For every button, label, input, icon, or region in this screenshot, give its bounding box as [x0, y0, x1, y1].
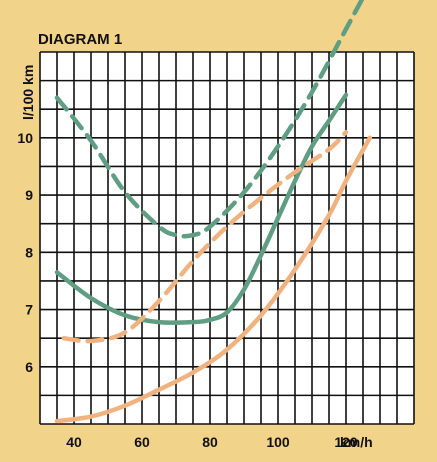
- y-tick-label: 8: [25, 244, 33, 260]
- y-tick-label: 7: [25, 302, 33, 318]
- chart-title: DIAGRAM 1: [38, 31, 122, 48]
- series-line-3: [61, 129, 349, 344]
- x-tick-label: 80: [202, 434, 218, 450]
- series-line-4: [54, 135, 373, 424]
- series-group: [54, 0, 373, 424]
- series-line-1: [54, 0, 365, 239]
- x-axis-label: km/h: [340, 434, 373, 450]
- y-tick-label: 9: [25, 187, 33, 203]
- tick-labels: 40 60 80 100 120 6 7 8 9 10: [17, 130, 357, 450]
- y-axis-label: l/100 km: [20, 65, 36, 120]
- x-tick-label: 60: [134, 434, 150, 450]
- x-tick-label: 100: [266, 434, 290, 450]
- y-tick-label: 6: [25, 359, 33, 375]
- series-line-2: [54, 92, 349, 325]
- x-tick-label: 120: [334, 434, 358, 450]
- x-tick-label: 40: [66, 434, 82, 450]
- y-tick-label: 10: [17, 130, 33, 146]
